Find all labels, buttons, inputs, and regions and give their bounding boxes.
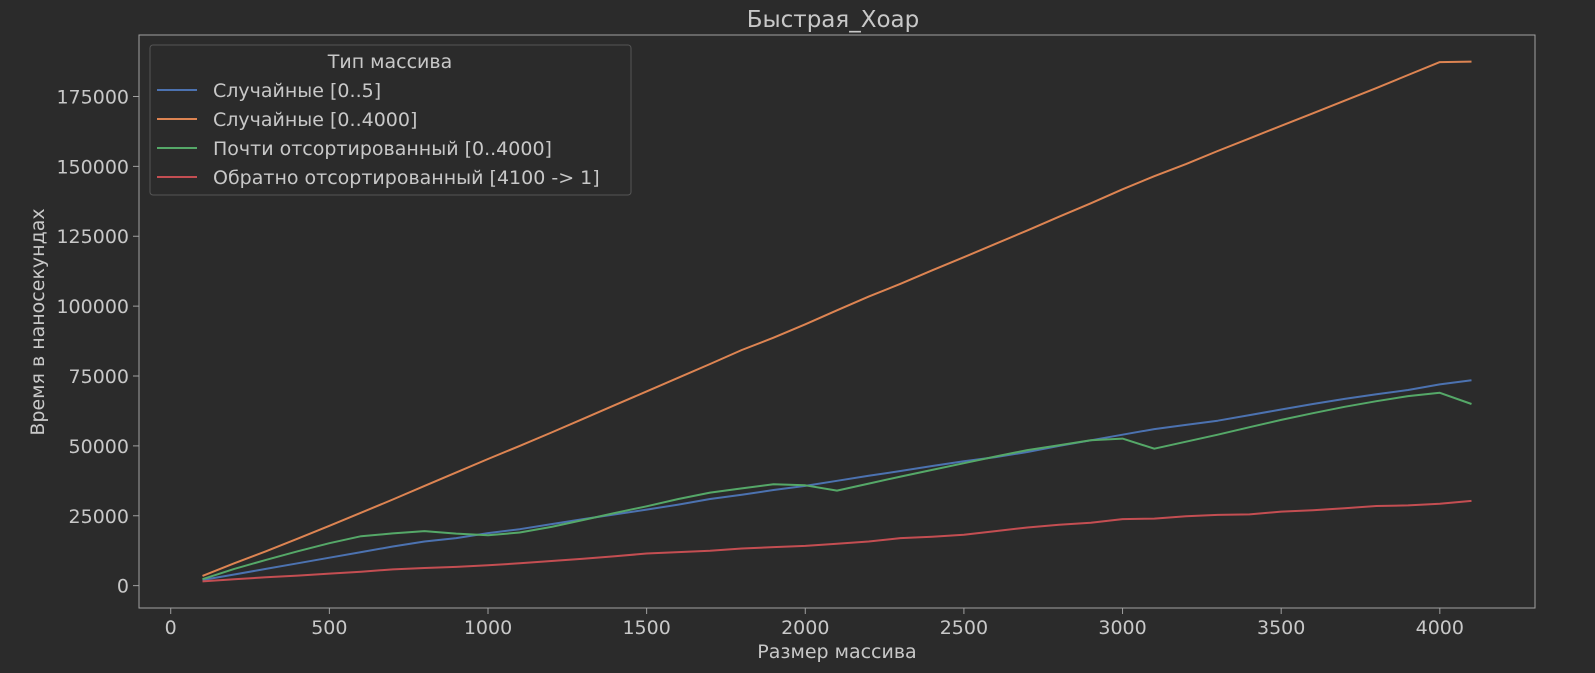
x-tick-label: 2000	[781, 617, 829, 639]
x-tick-label: 4000	[1416, 617, 1464, 639]
y-tick-label: 0	[117, 576, 129, 598]
y-tick-label: 125000	[56, 226, 129, 248]
y-tick-label: 75000	[69, 366, 129, 388]
legend-label: Случайные [0..5]	[213, 80, 381, 102]
x-tick-label: 0	[165, 617, 177, 639]
x-tick-label: 2500	[940, 617, 988, 639]
x-tick-label: 3500	[1257, 617, 1305, 639]
y-axis: 0 25000 50000 75000 100000 125000 150000 175000	[56, 86, 139, 598]
series-line-3	[202, 391, 1472, 581]
legend-label: Обратно отсортированный [4100 -> 1]	[213, 167, 600, 189]
legend-label: Случайные [0..4000]	[213, 109, 417, 131]
y-tick-label: 50000	[69, 436, 129, 458]
legend-box	[149, 44, 632, 196]
x-tick-label: 3000	[1098, 617, 1146, 639]
legend-entries: Случайные [0..5] Случайные [0..4000] Почти…	[157, 80, 600, 189]
series-line-1	[202, 379, 1472, 581]
x-axis-label: Размер массива	[757, 641, 916, 663]
y-tick-label: 100000	[56, 296, 129, 318]
x-tick-label: 1500	[622, 617, 670, 639]
y-tick-label: 175000	[56, 86, 129, 108]
y-tick-label: 25000	[69, 506, 129, 528]
x-axis: 0 500 1000 1500 2000 2500 3000 3500 4000	[165, 608, 1464, 639]
legend-title: Тип массива	[327, 51, 452, 73]
series-line-4	[202, 499, 1472, 583]
series-line-2	[202, 60, 1472, 577]
plot-frame	[138, 34, 1536, 609]
legend: Тип массива Случайные [0..5]Случайные [0…	[149, 44, 632, 196]
chart-title: Быстрая_Хоар	[747, 7, 920, 33]
x-tick-label: 500	[311, 617, 347, 639]
x-tick-label: 1000	[464, 617, 512, 639]
y-axis-label: Время в наносекундах	[27, 208, 49, 435]
legend-label: Почти отсортированный [0..4000]	[213, 138, 552, 160]
y-tick-label: 150000	[56, 156, 129, 178]
series-layer	[202, 60, 1472, 583]
